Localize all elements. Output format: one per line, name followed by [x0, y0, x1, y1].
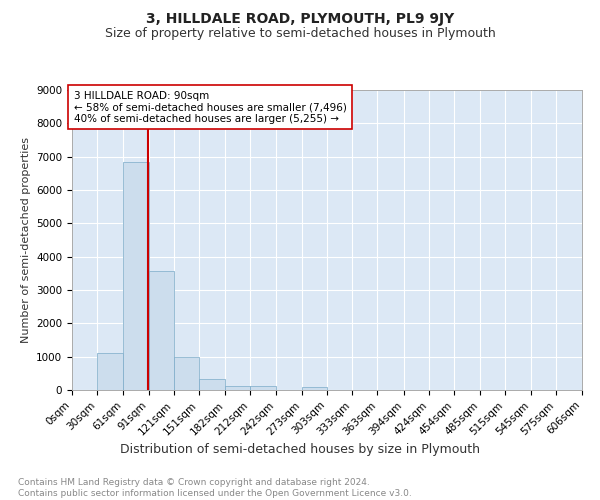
Text: 3 HILLDALE ROAD: 90sqm
← 58% of semi-detached houses are smaller (7,496)
40% of : 3 HILLDALE ROAD: 90sqm ← 58% of semi-det… — [74, 90, 347, 124]
Bar — [225, 386, 250, 390]
Text: Size of property relative to semi-detached houses in Plymouth: Size of property relative to semi-detach… — [104, 28, 496, 40]
Bar — [250, 386, 275, 390]
Text: Contains HM Land Registry data © Crown copyright and database right 2024.
Contai: Contains HM Land Registry data © Crown c… — [18, 478, 412, 498]
Bar — [97, 354, 124, 390]
Bar — [302, 386, 327, 390]
Text: 3, HILLDALE ROAD, PLYMOUTH, PL9 9JY: 3, HILLDALE ROAD, PLYMOUTH, PL9 9JY — [146, 12, 454, 26]
Text: Distribution of semi-detached houses by size in Plymouth: Distribution of semi-detached houses by … — [120, 442, 480, 456]
Y-axis label: Number of semi-detached properties: Number of semi-detached properties — [20, 137, 31, 343]
Bar — [124, 162, 149, 390]
Bar — [174, 358, 199, 390]
Bar — [199, 378, 225, 390]
Bar — [149, 270, 174, 390]
